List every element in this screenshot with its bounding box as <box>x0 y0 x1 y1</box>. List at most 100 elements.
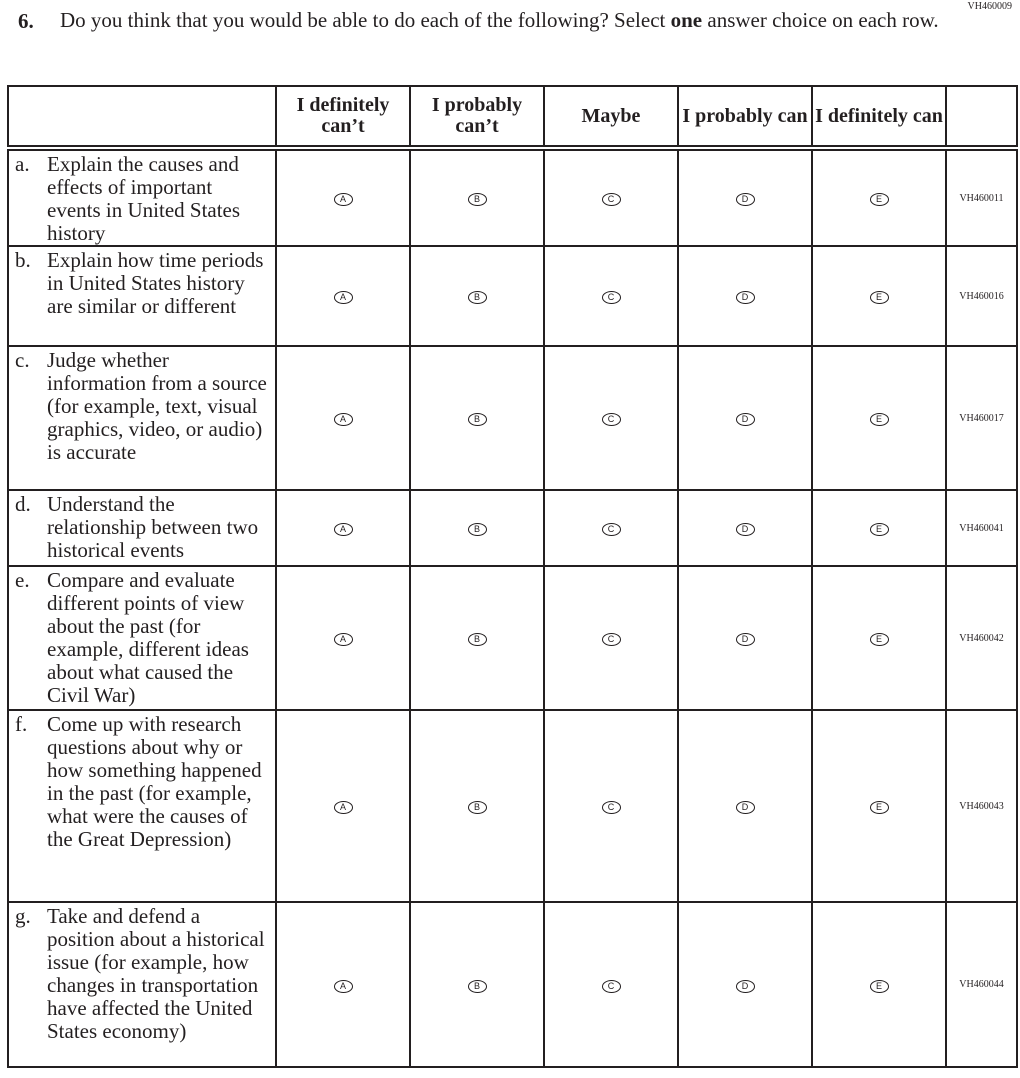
option-cell: C <box>543 709 679 903</box>
option-cell: B <box>409 245 545 347</box>
item-cell: c. Judge whether information from a sourc… <box>7 345 277 491</box>
question-code: VH460009 <box>967 1 1012 12</box>
item-letter: d. <box>15 492 31 516</box>
item-cell: a. Explain the causes and effects of impo… <box>7 147 277 247</box>
item-letter: a. <box>15 152 30 176</box>
item-cell: d. Understand the relationship between tw… <box>7 489 277 567</box>
question-text: Do you think that you would be able to d… <box>60 8 939 32</box>
option-cell: C <box>543 245 679 347</box>
answer-bubble-d[interactable]: D <box>735 291 755 304</box>
answer-bubble-b[interactable]: B <box>467 193 487 206</box>
response-grid: I definitely can’t I probably can’t Mayb… <box>7 85 1018 1068</box>
answer-bubble-d[interactable]: D <box>735 413 755 426</box>
question-number: 6. <box>18 9 34 33</box>
column-header: I definitely can’t <box>275 85 411 151</box>
option-cell: C <box>543 901 679 1068</box>
option-cell: A <box>275 147 411 247</box>
header-code-column <box>945 85 1018 151</box>
answer-bubble-e[interactable]: E <box>869 413 889 426</box>
answer-bubble-e[interactable]: E <box>869 979 889 993</box>
item-text: Take and defend a position about a histo… <box>47 904 265 1043</box>
answer-bubble-d[interactable]: D <box>735 633 755 646</box>
answer-bubble-d[interactable]: D <box>735 193 755 206</box>
answer-bubble-a[interactable]: A <box>333 523 353 536</box>
option-cell: D <box>677 565 813 711</box>
option-cell: A <box>275 245 411 347</box>
answer-bubble-a[interactable]: A <box>333 413 353 426</box>
table-row: e. Compare and evaluate different points … <box>7 565 1018 711</box>
option-cell: D <box>677 709 813 903</box>
item-text: Compare and evaluate different points of… <box>47 568 249 707</box>
answer-bubble-b[interactable]: B <box>467 801 487 814</box>
option-cell: D <box>677 245 813 347</box>
answer-bubble-e[interactable]: E <box>869 801 889 814</box>
option-cell: E <box>811 245 947 347</box>
item-text: Judge whether information from a source … <box>47 348 267 464</box>
answer-bubble-b[interactable]: B <box>467 979 487 993</box>
option-cell: A <box>275 489 411 567</box>
answer-bubble-c[interactable]: C <box>601 413 621 426</box>
answer-bubble-e[interactable]: E <box>869 523 889 536</box>
option-cell: B <box>409 489 545 567</box>
option-cell: C <box>543 489 679 567</box>
answer-bubble-b[interactable]: B <box>467 633 487 646</box>
answer-bubble-b[interactable]: B <box>467 523 487 536</box>
answer-bubble-d[interactable]: D <box>735 523 755 536</box>
item-code: VH460016 <box>945 245 1018 347</box>
item-text: Explain how time periods in United State… <box>47 248 264 318</box>
answer-bubble-c[interactable]: C <box>601 523 621 536</box>
item-text: Come up with research questions about wh… <box>47 712 262 851</box>
option-cell: D <box>677 147 813 247</box>
table-row: f. Come up with research questions about … <box>7 709 1018 903</box>
answer-bubble-c[interactable]: C <box>601 291 621 304</box>
option-cell: E <box>811 901 947 1068</box>
answer-bubble-c[interactable]: C <box>601 633 621 646</box>
header-empty <box>7 85 277 151</box>
option-cell: E <box>811 709 947 903</box>
answer-bubble-a[interactable]: A <box>333 193 353 206</box>
answer-bubble-b[interactable]: B <box>467 413 487 426</box>
answer-bubble-a[interactable]: A <box>333 633 353 646</box>
option-cell: A <box>275 565 411 711</box>
answer-bubble-e[interactable]: E <box>869 193 889 206</box>
header-row: I definitely can’t I probably can’t Mayb… <box>7 85 1018 151</box>
answer-bubble-a[interactable]: A <box>333 979 353 993</box>
item-letter: e. <box>15 568 30 592</box>
column-header: I definitely can <box>811 85 947 151</box>
item-letter: c. <box>15 348 30 372</box>
option-cell: D <box>677 489 813 567</box>
item-cell: e. Compare and evaluate different points … <box>7 565 277 711</box>
item-code: VH460041 <box>945 489 1018 567</box>
answer-bubble-c[interactable]: C <box>601 193 621 206</box>
answer-bubble-a[interactable]: A <box>333 291 353 304</box>
option-cell: E <box>811 345 947 491</box>
answer-bubble-d[interactable]: D <box>735 979 755 993</box>
option-cell: C <box>543 147 679 247</box>
table-row: d. Understand the relationship between tw… <box>7 489 1018 567</box>
option-cell: A <box>275 709 411 903</box>
table-row: b. Explain how time periods in United Sta… <box>7 245 1018 347</box>
answer-bubble-a[interactable]: A <box>333 801 353 814</box>
option-cell: E <box>811 147 947 247</box>
option-cell: B <box>409 709 545 903</box>
option-cell: E <box>811 565 947 711</box>
column-header: I probably can <box>677 85 813 151</box>
item-cell: g. Take and defend a position about a his… <box>7 901 277 1068</box>
item-text: Explain the causes and effects of import… <box>47 152 241 245</box>
option-cell: D <box>677 901 813 1068</box>
table-row: g. Take and defend a position about a his… <box>7 901 1018 1068</box>
item-code: VH460042 <box>945 565 1018 711</box>
answer-bubble-e[interactable]: E <box>869 633 889 646</box>
column-header: Maybe <box>543 85 679 151</box>
column-header: I probably can’t <box>409 85 545 151</box>
answer-bubble-c[interactable]: C <box>601 801 621 814</box>
answer-bubble-c[interactable]: C <box>601 979 621 993</box>
table-row: c. Judge whether information from a sourc… <box>7 345 1018 491</box>
option-cell: B <box>409 901 545 1068</box>
answer-bubble-d[interactable]: D <box>735 801 755 814</box>
answer-bubble-b[interactable]: B <box>467 291 487 304</box>
answer-bubble-e[interactable]: E <box>869 291 889 304</box>
option-cell: B <box>409 345 545 491</box>
item-code: VH460011 <box>945 147 1018 247</box>
item-letter: f. <box>15 712 28 736</box>
